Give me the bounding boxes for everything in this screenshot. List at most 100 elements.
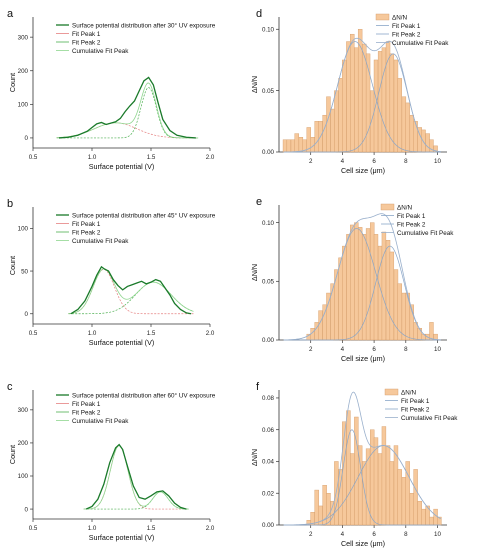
histogram-bar: [433, 508, 438, 526]
histogram-bar: [377, 453, 383, 526]
histogram-bar: [334, 90, 339, 153]
y-tick-label: 0: [25, 506, 29, 513]
panel-letter: b: [7, 198, 13, 210]
histogram-bar: [346, 41, 351, 153]
y-tick-label: 0.02: [262, 490, 275, 497]
x-tick-label: 4: [341, 346, 345, 353]
histogram-bar: [338, 257, 343, 341]
histogram-bar: [409, 114, 414, 153]
histogram-bar: [389, 461, 395, 526]
histogram-bar: [425, 133, 430, 153]
panel-c: c 0.5 1.0 1.5 2.0 0 100 200 300 Surface potential…: [7, 381, 216, 542]
y-axis-label: Count: [8, 445, 17, 464]
histogram-bar: [381, 47, 387, 153]
histogram-bar: [354, 222, 359, 341]
histogram-bar: [326, 96, 331, 153]
x-tick-label: 1.5: [147, 330, 156, 337]
x-tick-label: 1.0: [88, 525, 97, 532]
histogram-bar: [326, 292, 331, 341]
histogram-bar: [362, 461, 367, 526]
histogram-bar: [421, 508, 426, 526]
panel-a: a 0.5 1.0 1.5 2.0 0 100 200 300 Surface potential…: [7, 8, 216, 171]
legend-label: Surface potential distribution after 45°…: [72, 212, 216, 220]
histogram-bar: [314, 489, 319, 526]
histogram-bar: [417, 500, 422, 526]
histogram-bar: [326, 493, 331, 526]
histogram-bar: [365, 448, 371, 526]
x-axis-label: Cell size (μm): [341, 166, 385, 175]
y-tick-label: 300: [18, 407, 29, 414]
histogram-bar: [342, 245, 347, 341]
legend-label: Cumulative Fit Peak: [397, 230, 454, 237]
histogram-bar: [429, 322, 434, 341]
x-tick-label: 2: [309, 346, 313, 353]
legend-label: Fit Peak 2: [72, 230, 101, 237]
cumulative-fit-curve: [283, 213, 441, 341]
legend-label: Fit Peak 2: [72, 410, 101, 417]
histogram-bar: [401, 477, 407, 526]
histogram-bar: [346, 410, 351, 526]
legend-label: ΔN/N: [392, 15, 408, 22]
y-tick-label: 100: [18, 473, 29, 480]
y-tick-label: 300: [18, 34, 29, 41]
cumulative-fit-curve: [68, 268, 194, 314]
histogram-bar: [346, 234, 351, 341]
histogram-bar: [413, 121, 418, 153]
histogram-bar: [381, 231, 387, 341]
panel-letter: f: [256, 381, 260, 393]
panel-letter: a: [7, 8, 14, 20]
x-tick-label: 10: [434, 158, 441, 165]
histogram-bar: [409, 493, 414, 526]
legend-label: Fit Peak 2: [72, 40, 101, 47]
histogram-bar: [393, 445, 399, 526]
x-tick-label: 0.5: [29, 154, 38, 161]
histogram-bar: [393, 269, 399, 341]
x-tick-label: 2.0: [206, 525, 215, 532]
histogram-bar: [405, 102, 410, 153]
histogram-bar: [334, 269, 339, 341]
legend: Surface potential distribution after 45°…: [56, 212, 216, 245]
legend-label: Fit Peak 1: [401, 398, 430, 405]
x-tick-label: 2.0: [206, 154, 215, 161]
x-tick-label: 2: [309, 531, 313, 538]
cumulative-fit-curve: [83, 445, 189, 510]
legend-swatch: [380, 203, 395, 211]
y-axis-label: ΔN/N: [250, 264, 259, 281]
y-tick-label: 50: [21, 268, 28, 275]
panel-letter: e: [256, 196, 262, 208]
fit-peak-1-curve: [283, 429, 441, 526]
histogram-bar: [330, 283, 335, 341]
histogram-bar: [282, 139, 288, 153]
legend-label: Surface potential distribution after 60°…: [72, 392, 216, 400]
legend-swatch: [375, 13, 390, 21]
histogram-bar: [421, 129, 426, 153]
histogram-bar: [377, 51, 383, 153]
x-tick-label: 1.0: [88, 154, 97, 161]
x-axis-label: Surface potential (V): [89, 338, 155, 347]
legend-label: Cumulative Fit Peak: [392, 40, 449, 47]
histogram-bar: [381, 426, 387, 526]
y-tick-label: 0.00: [262, 337, 275, 344]
x-tick-label: 4: [341, 531, 345, 538]
y-tick-label: 0.06: [262, 427, 275, 434]
x-tick-label: 1.5: [147, 154, 156, 161]
panel-f: f 2 4 6 8 10 0.00 0.02 0.04 0.06 0.08 Cell size (μm…: [250, 381, 458, 548]
panel-letter: d: [256, 8, 262, 20]
y-tick-label: 0: [25, 135, 29, 142]
y-tick-label: 0.00: [262, 149, 275, 156]
legend-label: Fit Peak 1: [72, 221, 101, 228]
histogram-bar: [314, 121, 319, 153]
y-tick-label: 0.08: [262, 395, 275, 402]
x-tick-label: 10: [434, 531, 441, 538]
histogram-bar: [397, 469, 402, 526]
x-tick-label: 10: [434, 346, 441, 353]
x-axis-label: Surface potential (V): [89, 533, 155, 542]
x-tick-label: 2.0: [206, 330, 215, 337]
legend-label: Fit Peak 2: [392, 32, 421, 39]
histogram-bar: [370, 429, 375, 526]
histogram-bar: [401, 96, 407, 153]
y-tick-label: 0.10: [262, 220, 275, 227]
fit-peak-1-curve: [68, 268, 194, 315]
